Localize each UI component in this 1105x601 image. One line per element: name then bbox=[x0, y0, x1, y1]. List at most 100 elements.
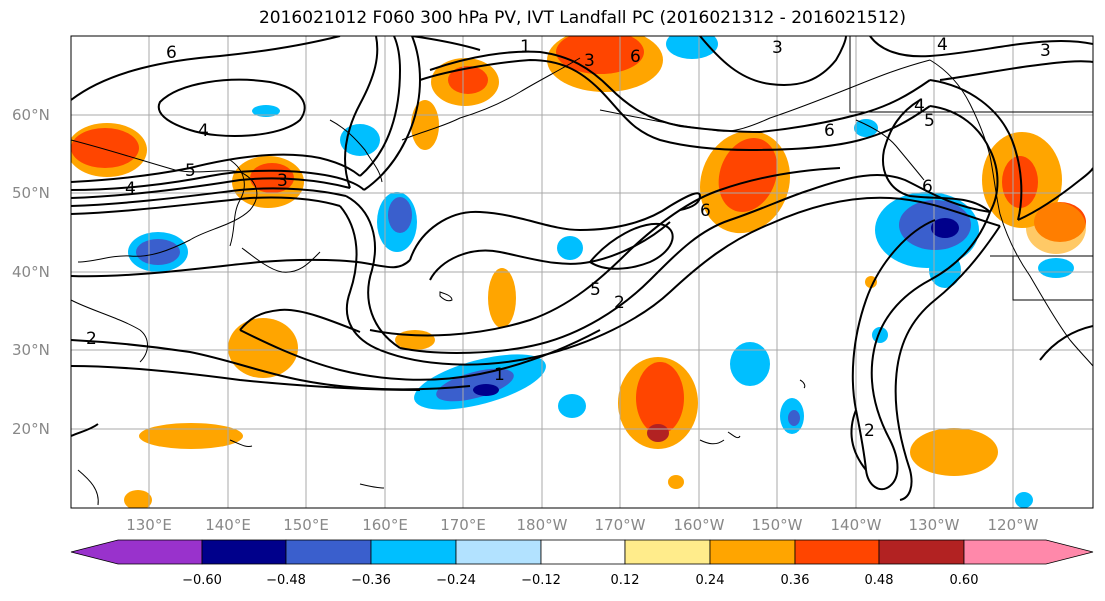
contour-label: 1 bbox=[520, 37, 531, 57]
colorbar-tick-label: −0.36 bbox=[351, 573, 391, 588]
blue-patch bbox=[854, 119, 878, 137]
contour-label: 3 bbox=[584, 51, 595, 71]
lon-label: 120°W bbox=[988, 516, 1039, 534]
contour-label: 6 bbox=[700, 201, 711, 221]
blue-patch bbox=[436, 368, 514, 402]
warm-patch bbox=[124, 490, 152, 508]
colorbar-segment bbox=[70, 539, 203, 565]
lon-label: 130°W bbox=[909, 516, 960, 534]
warm-patch bbox=[668, 475, 684, 489]
colorbar-tick-label: −0.24 bbox=[436, 573, 476, 588]
colorbar-tick-label: 0.48 bbox=[865, 573, 894, 588]
colorbar-segment bbox=[963, 539, 1094, 565]
colorbar-labels: −0.60 −0.48 −0.36 −0.24 −0.12 0.12 0.24 … bbox=[182, 573, 978, 588]
lat-label: 30°N bbox=[12, 341, 50, 359]
warm-patch bbox=[865, 276, 877, 288]
colorbar-segment bbox=[455, 539, 542, 565]
contour-label: 6 bbox=[922, 177, 933, 197]
colorbar-segment bbox=[709, 539, 796, 565]
blue-patch bbox=[136, 239, 180, 265]
colorbar bbox=[70, 539, 1094, 565]
blue-patch bbox=[1038, 258, 1074, 278]
warm-patch bbox=[1026, 202, 1086, 254]
blue-patch bbox=[788, 410, 800, 426]
blue-patch bbox=[931, 218, 959, 238]
warm-patch bbox=[647, 424, 669, 442]
contour-label: 4 bbox=[125, 179, 136, 199]
contour-label: 5 bbox=[924, 111, 935, 131]
contour-labels: 6 1 3 3 4 4 3 5 4 3 6 6 6 4 5 2 6 1 2 2 … bbox=[86, 35, 1051, 441]
pv-contours bbox=[71, 36, 1093, 501]
colorbar-segment bbox=[794, 539, 880, 565]
contour-label: 2 bbox=[614, 293, 625, 313]
colorbar-segment bbox=[540, 539, 626, 565]
lon-label: 170°E bbox=[440, 516, 486, 534]
lon-label: 180°W bbox=[517, 516, 568, 534]
colorbar-tick-label: 0.60 bbox=[950, 573, 979, 588]
lat-label: 60°N bbox=[12, 106, 50, 124]
gridlines bbox=[71, 36, 1093, 508]
lat-label: 40°N bbox=[12, 263, 50, 281]
blue-patch bbox=[473, 384, 499, 396]
lon-label: 130°E bbox=[126, 516, 172, 534]
blue-patch bbox=[666, 36, 718, 59]
lat-label: 20°N bbox=[12, 420, 50, 438]
blue-patch bbox=[1015, 492, 1033, 508]
contour-label: 1 bbox=[494, 365, 505, 385]
colorbar-tick-label: 0.12 bbox=[611, 573, 640, 588]
lon-label: 140°E bbox=[205, 516, 251, 534]
blue-patch bbox=[252, 105, 280, 117]
warm-patch bbox=[488, 268, 516, 328]
blue-patch bbox=[557, 236, 583, 260]
warm-patch bbox=[395, 330, 435, 350]
contour-label: 5 bbox=[590, 280, 601, 300]
contour-label: 3 bbox=[1040, 41, 1051, 61]
warm-patch bbox=[228, 318, 298, 378]
contour-label: 2 bbox=[86, 329, 97, 349]
colorbar-tick-label: 0.36 bbox=[781, 573, 810, 588]
pv-shading bbox=[71, 36, 1086, 508]
warm-patch bbox=[910, 428, 998, 476]
colorbar-segment bbox=[624, 539, 711, 565]
lat-label: 50°N bbox=[12, 184, 50, 202]
longitude-labels: 130°E 140°E 150°E 160°E 170°E 180°W 170°… bbox=[126, 516, 1038, 534]
contour-label: 3 bbox=[772, 38, 783, 58]
lon-label: 160°W bbox=[674, 516, 725, 534]
contour-label: 4 bbox=[198, 121, 209, 141]
colorbar-tick-label: −0.60 bbox=[182, 573, 222, 588]
blue-patch bbox=[388, 197, 412, 233]
warm-patch bbox=[636, 362, 684, 434]
colorbar-tick-label: −0.12 bbox=[521, 573, 561, 588]
contour-label: 4 bbox=[937, 35, 948, 55]
colorbar-segment bbox=[201, 539, 287, 565]
map-frame bbox=[70, 35, 1094, 509]
map-title: 2016021012 F060 300 hPa PV, IVT Landfall… bbox=[258, 8, 906, 28]
colorbar-tick-label: −0.48 bbox=[266, 573, 306, 588]
lon-label: 160°E bbox=[362, 516, 408, 534]
blue-patch bbox=[730, 342, 770, 386]
lon-label: 170°W bbox=[595, 516, 646, 534]
blue-patch bbox=[558, 394, 586, 418]
lon-label: 150°E bbox=[283, 516, 329, 534]
blue-patch bbox=[340, 124, 380, 156]
contour-label: 3 bbox=[277, 171, 288, 191]
colorbar-segment bbox=[878, 539, 965, 565]
warm-patch bbox=[448, 66, 488, 94]
lon-label: 150°W bbox=[752, 516, 803, 534]
latitude-labels: 60°N 50°N 40°N 30°N 20°N bbox=[12, 106, 50, 438]
contour-label: 4 bbox=[914, 96, 925, 116]
colorbar-tick-label: 0.24 bbox=[696, 573, 725, 588]
warm-patch bbox=[1002, 156, 1038, 208]
contour-label: 5 bbox=[185, 161, 196, 181]
colorbar-segment bbox=[285, 539, 372, 565]
colorbar-segment bbox=[370, 539, 457, 565]
contour-label: 2 bbox=[864, 421, 875, 441]
warm-patch bbox=[411, 100, 439, 150]
warm-patch bbox=[139, 423, 243, 449]
coastlines bbox=[71, 36, 1093, 506]
contour-label: 6 bbox=[630, 47, 641, 67]
contour-label: 6 bbox=[166, 43, 177, 63]
lon-label: 140°W bbox=[831, 516, 882, 534]
warm-patch bbox=[71, 128, 139, 168]
